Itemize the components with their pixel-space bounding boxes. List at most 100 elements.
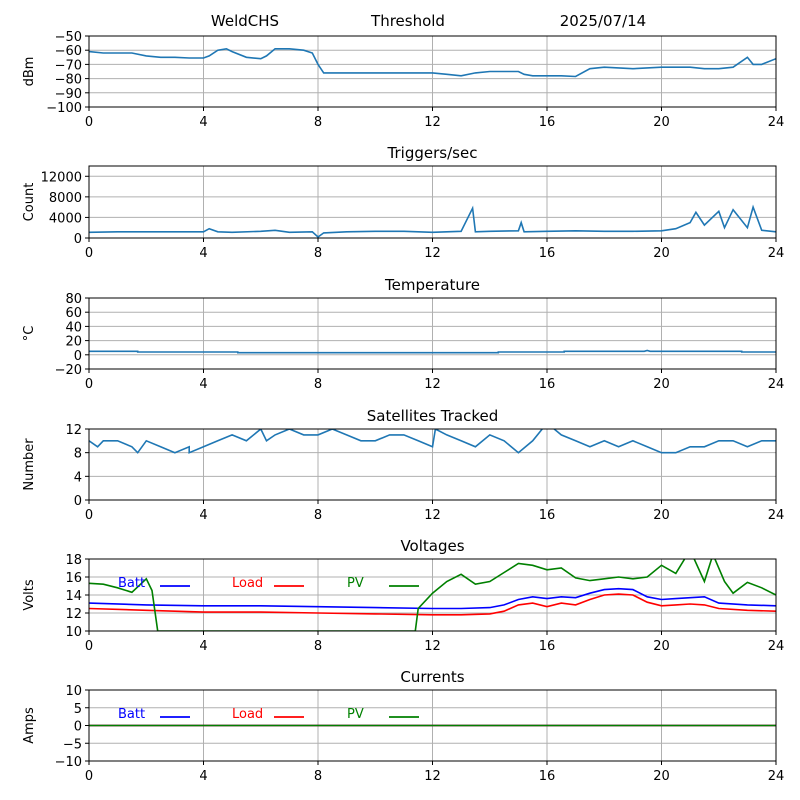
y-tick-label: −10 — [55, 755, 82, 770]
y-tick-label: 80 — [65, 292, 82, 307]
y-tick-label: 10 — [65, 684, 82, 699]
y-tick-label: 8000 — [49, 191, 82, 206]
x-tick-label: 20 — [653, 508, 670, 523]
series-line-batt — [89, 587, 776, 610]
series-line-main — [89, 204, 776, 238]
series-line-load — [89, 593, 776, 616]
x-tick-label: 4 — [199, 377, 207, 392]
y-tick-label: −100 — [46, 101, 82, 116]
x-tick-label: 20 — [653, 769, 670, 784]
x-tick-label: 24 — [768, 769, 785, 784]
y-tick-label: 5 — [74, 702, 82, 717]
y-tick-label: 20 — [65, 335, 82, 350]
x-tick-label: 24 — [768, 246, 785, 261]
y-tick-label: 4000 — [49, 211, 82, 226]
x-tick-label: 12 — [424, 246, 441, 261]
y-tick-label: 8 — [74, 447, 82, 462]
y-tick-label: −80 — [55, 73, 82, 88]
header-date: 2025/07/14 — [560, 12, 646, 30]
x-tick-label: 0 — [85, 769, 93, 784]
x-tick-label: 0 — [85, 115, 93, 130]
x-tick-label: 8 — [314, 115, 322, 130]
x-tick-label: 12 — [424, 377, 441, 392]
legend-label-load: Load — [232, 576, 263, 591]
x-tick-label: 4 — [199, 115, 207, 130]
x-tick-label: 20 — [653, 246, 670, 261]
y-axis-label: Count — [22, 183, 37, 222]
y-tick-label: 0 — [74, 720, 82, 735]
x-tick-label: 8 — [314, 769, 322, 784]
y-tick-label: 4 — [74, 470, 82, 485]
series-line-main — [89, 429, 776, 454]
y-tick-label: −90 — [55, 87, 82, 102]
y-tick-label: 0 — [74, 349, 82, 364]
x-tick-label: 16 — [539, 377, 556, 392]
y-tick-label: 10 — [65, 625, 82, 640]
series-line-main — [89, 349, 776, 354]
y-tick-label: 60 — [65, 306, 82, 321]
x-tick-label: 4 — [199, 769, 207, 784]
x-tick-label: 16 — [539, 769, 556, 784]
series-line-pv — [89, 559, 776, 631]
chart-panel-4: 0 4 8 12 16 20 24 10 12 14 16 18 Voltages Volts Batt Lo… — [22, 537, 784, 654]
x-tick-label: 16 — [539, 639, 556, 654]
y-tick-label: 18 — [65, 553, 82, 568]
panel-title: Satellites Tracked — [367, 407, 498, 425]
x-tick-label: 12 — [424, 769, 441, 784]
x-tick-label: 24 — [768, 508, 785, 523]
x-tick-label: 20 — [653, 377, 670, 392]
chart-panel-5: 0 4 8 12 16 20 24 −10 −5 0 5 10 Currents Amps Batt Load… — [22, 668, 784, 784]
y-tick-label: −60 — [55, 44, 82, 59]
x-tick-label: 8 — [314, 377, 322, 392]
y-axis-label: °C — [22, 326, 37, 342]
x-tick-label: 16 — [539, 246, 556, 261]
x-tick-label: 24 — [768, 639, 785, 654]
x-tick-label: 12 — [424, 115, 441, 130]
x-tick-label: 4 — [199, 246, 207, 261]
series-line-main — [89, 47, 776, 78]
chart-panel-3: 0 4 8 12 16 20 24 0 4 8 12 Satellites Tracked Number — [22, 407, 784, 523]
x-tick-label: 16 — [539, 115, 556, 130]
panel-title: Temperature — [384, 276, 480, 294]
legend-label-load: Load — [232, 707, 263, 722]
y-tick-label: 12 — [65, 423, 82, 438]
panel-title: Currents — [400, 668, 464, 686]
x-tick-label: 0 — [85, 246, 93, 261]
header-station: WeldCHS — [211, 12, 279, 30]
x-tick-label: 8 — [314, 639, 322, 654]
chart-panel-0: 0 4 8 12 16 20 24 −50−60−70−80−90−100 dBm — [22, 30, 784, 130]
legend-label-pv: PV — [347, 707, 364, 722]
y-tick-label: 0 — [74, 494, 82, 509]
y-tick-label: −20 — [55, 363, 82, 378]
panel-title: Triggers/sec — [387, 144, 478, 162]
y-tick-label: 40 — [65, 320, 82, 335]
y-tick-label: −5 — [63, 737, 82, 752]
x-tick-label: 8 — [314, 508, 322, 523]
y-tick-label: 12000 — [41, 170, 82, 185]
x-tick-label: 16 — [539, 508, 556, 523]
x-tick-label: 20 — [653, 639, 670, 654]
y-tick-label: 14 — [65, 589, 82, 604]
x-tick-label: 24 — [768, 115, 785, 130]
y-axis-label: Number — [22, 438, 37, 491]
panel-title: Voltages — [400, 537, 464, 555]
legend-label-batt: Batt — [118, 707, 145, 722]
x-tick-label: 4 — [199, 639, 207, 654]
y-axis-label: Volts — [22, 579, 37, 611]
x-tick-label: 0 — [85, 508, 93, 523]
y-axis-label: dBm — [22, 57, 37, 87]
x-tick-label: 4 — [199, 508, 207, 523]
x-tick-label: 12 — [424, 508, 441, 523]
x-tick-label: 24 — [768, 377, 785, 392]
legend-label-pv: PV — [347, 576, 364, 591]
x-tick-label: 20 — [653, 115, 670, 130]
x-tick-label: 0 — [85, 377, 93, 392]
y-tick-label: 16 — [65, 571, 82, 586]
y-tick-label: −50 — [55, 30, 82, 45]
y-axis-label: Amps — [22, 707, 37, 744]
y-tick-label: −70 — [55, 58, 82, 73]
x-tick-label: 12 — [424, 639, 441, 654]
x-tick-label: 0 — [85, 639, 93, 654]
